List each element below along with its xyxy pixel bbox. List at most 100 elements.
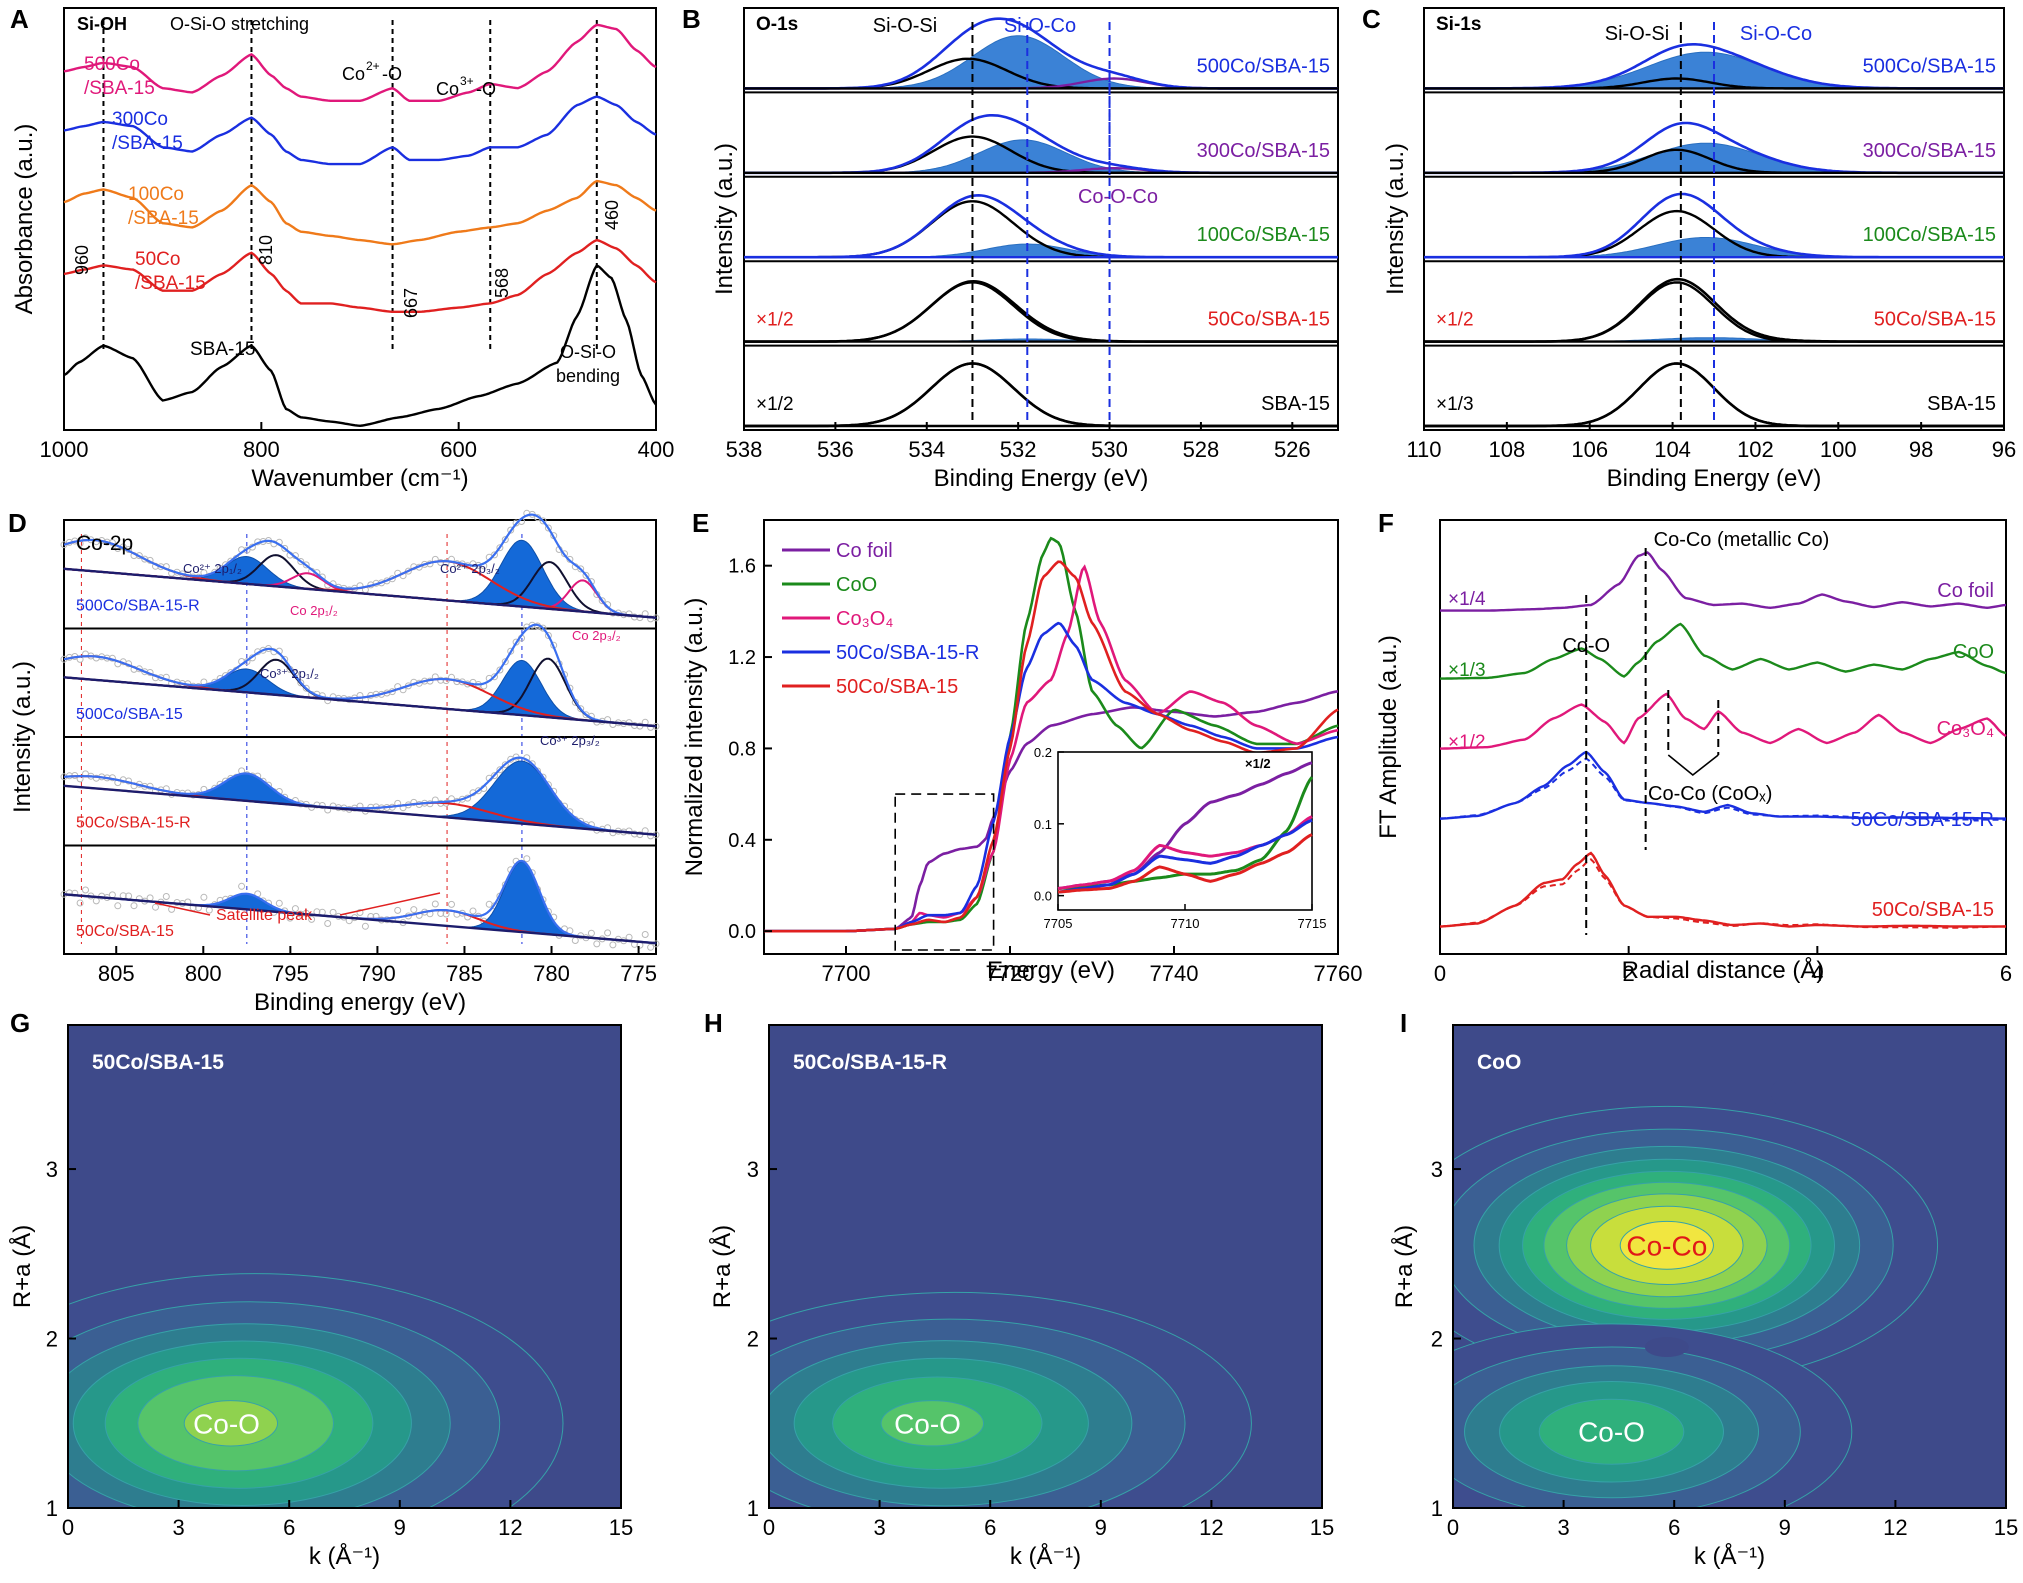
y-tick-label: 0.8 (728, 738, 756, 760)
map-title: 50Co/SBA-15 (92, 1051, 224, 1074)
x-tick-label: 528 (1183, 437, 1220, 462)
y-axis-label: Absorbance (a.u.) (11, 124, 38, 315)
scale-label: ×1/2 (1448, 732, 1486, 753)
x-tick-label: 15 (1310, 1515, 1334, 1540)
series-label: 50Co/SBA-15 (1872, 899, 1994, 921)
y-axis-label: R+a (Å) (708, 1225, 736, 1308)
contour-level (1619, 1220, 1714, 1270)
legend-label: 50Co/SBA-15-R (836, 642, 979, 664)
x-tick-label: 0 (763, 1515, 775, 1540)
y-axis-label: Normalized intensity (a.u.) (681, 598, 708, 877)
panel-letter-f: F (1378, 508, 1394, 538)
panel-c-frame (1423, 7, 2005, 431)
bracket (1667, 754, 1719, 777)
series-line (1440, 692, 2007, 750)
feature-label: Co-O (894, 1408, 961, 1439)
scale-label: ×1/2 (1436, 310, 1474, 331)
series-label: 100Co/SBA-15 (1197, 224, 1330, 246)
x-tick-label: 0 (1434, 961, 1446, 986)
series-label: 500Co/SBA-15 (1863, 55, 1996, 77)
annotation: 2+ (366, 59, 380, 73)
x-tick-label: 800 (243, 437, 280, 462)
series-label: SBA-15 (1927, 393, 1996, 415)
x-tick-label: 102 (1737, 437, 1774, 462)
panel-title: Co-2p (76, 532, 133, 555)
x-tick-label: 7720 (986, 961, 1035, 986)
annotation: O-Si-O (560, 342, 616, 362)
x-tick-label: 800 (185, 961, 222, 986)
legend-label: Co foil (836, 540, 893, 562)
x-tick-label: 6 (283, 1515, 295, 1540)
x-tick-label: 526 (1274, 437, 1311, 462)
panel-letter-d: D (8, 508, 27, 538)
series-label: 50Co/SBA-15-R (76, 815, 191, 832)
x-tick-label: 4 (1811, 961, 1823, 986)
x-axis-label: Radial distance (Å) (1622, 956, 1825, 984)
fit-line (1439, 858, 2006, 929)
baseline (63, 784, 657, 836)
contour-level (880, 1400, 985, 1447)
baseline (63, 893, 657, 945)
x-tick-label: 6 (984, 1515, 996, 1540)
y-tick-label: 0.0 (728, 921, 756, 943)
panel-letter-e: E (692, 508, 709, 538)
x-axis-label: k (Å⁻¹) (1694, 1542, 1765, 1570)
annotation: bending (556, 366, 620, 386)
series-line (1439, 750, 2006, 820)
series-label: 300Co/SBA-15 (1863, 140, 1996, 162)
annotation: Co (342, 64, 365, 84)
envelope-line (63, 513, 657, 619)
series-label: /SBA-15 (128, 208, 199, 229)
x-tick-label: 106 (1571, 437, 1608, 462)
panel-letter-h: H (704, 1008, 723, 1038)
x-tick-label: 3 (1557, 1515, 1569, 1540)
series-line (1440, 622, 2007, 680)
x-tick-label: 12 (498, 1515, 522, 1540)
panel-i-frame (1452, 1024, 2007, 1509)
y-tick-label: 1.2 (728, 647, 756, 669)
series-label: 50Co/SBA-15-R (1851, 809, 1994, 831)
x-tick-label: 536 (817, 437, 854, 462)
x-tick-label: 12 (1199, 1515, 1223, 1540)
inset-x-tick-label: 7715 (1298, 916, 1327, 931)
peak-label: 960 (72, 245, 92, 275)
arrow (339, 892, 441, 916)
x-tick-label: 7700 (822, 961, 871, 986)
y-axis-label: FT Amplitude (a.u.) (1375, 635, 1402, 839)
reference-label: Si-O-Co (1004, 15, 1076, 37)
inset-series-line (1057, 833, 1313, 894)
panel-letter-i: I (1400, 1008, 1407, 1038)
x-tick-label: 0 (62, 1515, 74, 1540)
arrow (154, 902, 211, 916)
peak-label: 667 (401, 288, 421, 318)
series-label: 50Co/SBA-15 (76, 923, 174, 940)
x-tick-label: 795 (272, 961, 309, 986)
x-tick-label: 534 (908, 437, 945, 462)
x-tick-label: 775 (620, 961, 657, 986)
x-tick-label: 0 (1447, 1515, 1459, 1540)
series-label: 500Co/SBA-15-R (76, 598, 200, 615)
peak-label: 568 (492, 268, 512, 298)
x-axis-label: k (Å⁻¹) (309, 1542, 380, 1570)
series-line (63, 23, 657, 102)
series-label: 500Co (84, 54, 140, 75)
map-title: CoO (1477, 1051, 1521, 1074)
annotation: Co²⁺ 2p₁/₂ (183, 561, 242, 576)
series-label: 100Co (128, 184, 184, 205)
x-axis-label: Binding Energy (eV) (1607, 465, 1822, 492)
annotation: Co 2p₃/₂ (572, 628, 621, 643)
feature-label: Co-O (193, 1408, 260, 1439)
series-label: 500Co/SBA-15 (1197, 55, 1330, 77)
panel-letter-b: B (682, 4, 701, 34)
panel-title: O-1s (756, 14, 798, 35)
baseline (63, 567, 657, 619)
annotation: Co³⁺ 2p₃/₂ (540, 733, 600, 748)
x-tick-label: 9 (1095, 1515, 1107, 1540)
annotation: Si-OH (77, 14, 127, 34)
scale-label: ×1/4 (1448, 589, 1486, 610)
scale-label: ×1/3 (1436, 394, 1474, 415)
legend-label: CoO (836, 574, 877, 596)
annotation: Co-Co (CoOₓ) (1648, 783, 1772, 805)
contour-hole (1644, 1337, 1689, 1357)
